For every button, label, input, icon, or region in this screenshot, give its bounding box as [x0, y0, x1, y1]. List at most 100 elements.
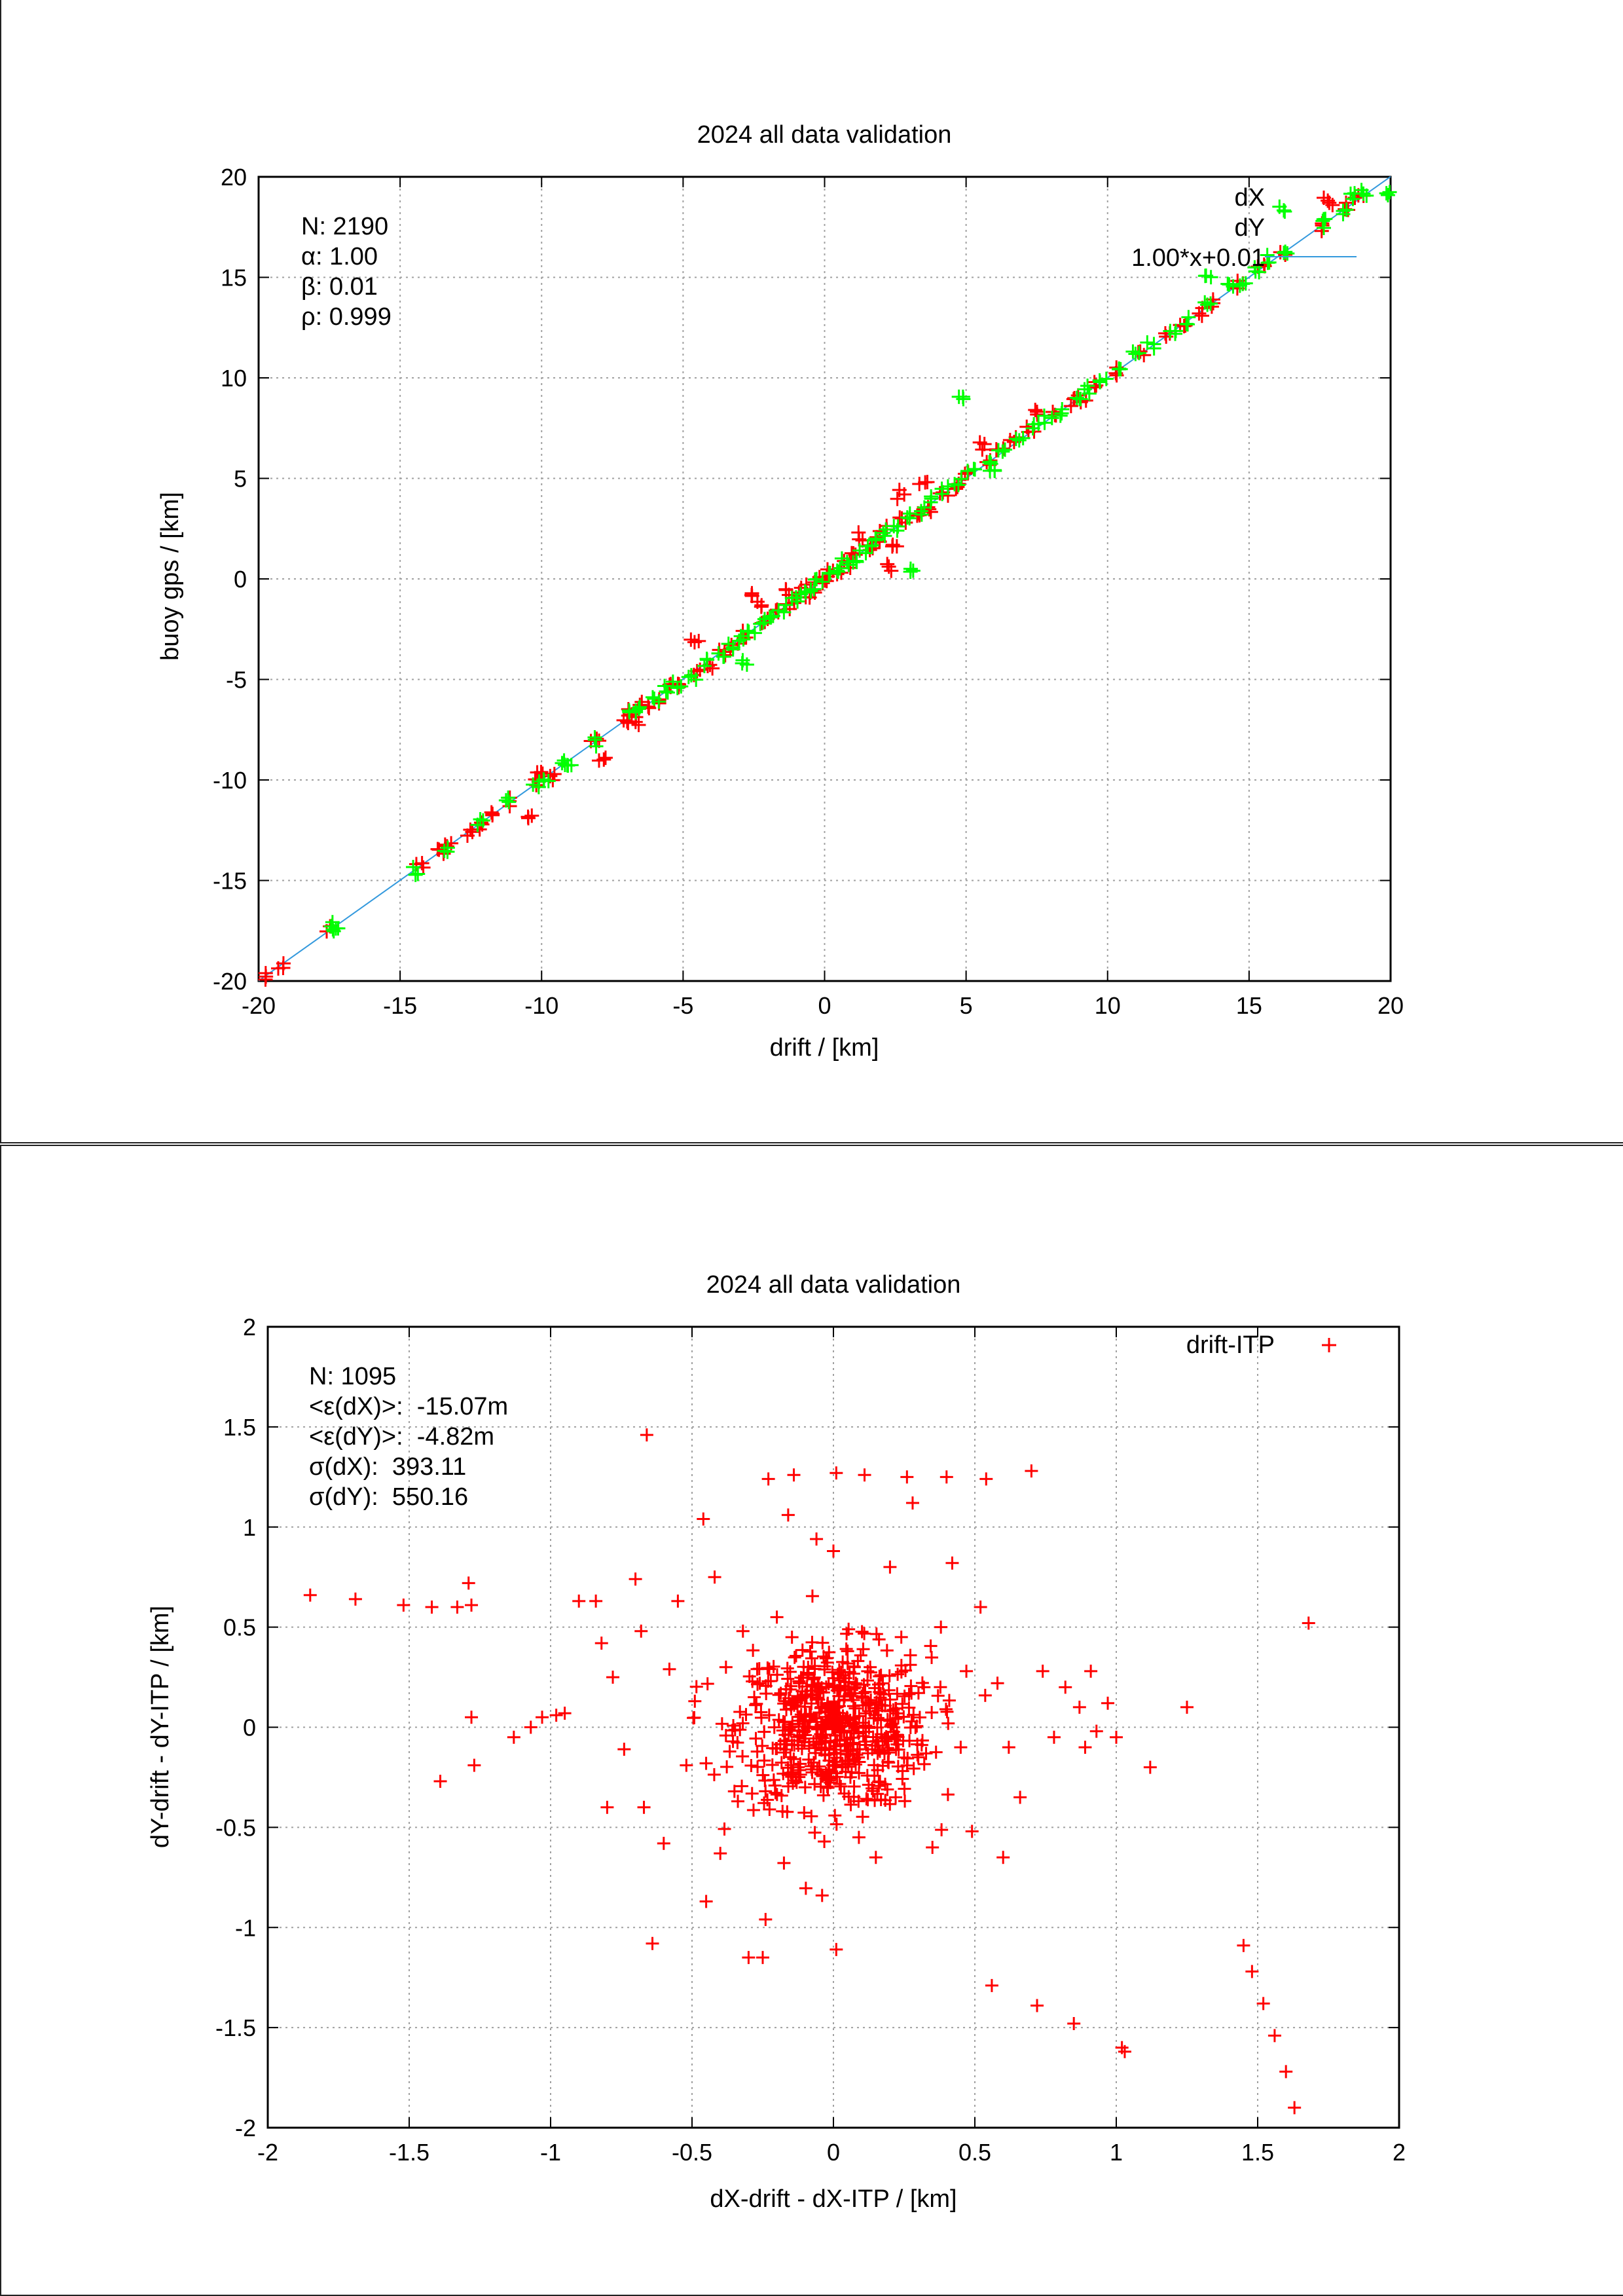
data-point — [861, 1747, 875, 1760]
data-point — [831, 1667, 845, 1681]
data-point — [883, 1693, 897, 1707]
data-point — [767, 1720, 781, 1734]
data-point — [868, 1681, 882, 1695]
data-point — [827, 1544, 840, 1558]
data-point — [804, 1688, 818, 1701]
data-point — [1059, 1680, 1072, 1694]
data-point — [974, 1601, 987, 1614]
data-point — [1078, 1741, 1092, 1754]
data-point — [824, 1735, 837, 1749]
data-point — [854, 1648, 867, 1662]
data-point — [739, 1708, 753, 1722]
stat-n: N: 1095 — [309, 1363, 396, 1390]
data-point — [1025, 1464, 1038, 1478]
data-point — [890, 1728, 904, 1742]
data-point — [689, 672, 704, 687]
x-tick-label: 5 — [960, 992, 973, 1019]
data-point — [787, 1468, 801, 1482]
scatter-panel-residuals: -2 -1.5 -1 -0.5 0 0.5 1 1.5 2 -2 -1.5 -1 -0.5 0 0.5 1 1.… — [0, 1145, 1623, 2296]
data-point — [794, 1671, 808, 1684]
data-point — [719, 1660, 733, 1674]
data-point — [646, 1936, 659, 1950]
stats-box: N: 1095 <ε(dX)>: -15.07m <ε(dY)>: -4.82m… — [309, 1363, 508, 1511]
data-point — [819, 1680, 833, 1694]
data-point — [1112, 361, 1127, 377]
data-point — [736, 1624, 750, 1638]
data-point — [847, 1716, 860, 1730]
y-tick-label: 0 — [234, 566, 247, 593]
data-point — [859, 1725, 873, 1739]
data-point — [707, 1768, 721, 1781]
data-point — [1380, 188, 1395, 203]
data-point — [276, 956, 291, 971]
data-point — [326, 924, 341, 939]
data-point — [991, 1676, 1004, 1690]
data-point — [774, 1686, 788, 1700]
data-point — [882, 1743, 896, 1757]
data-point — [756, 1768, 770, 1782]
data-point — [660, 685, 675, 700]
data-point — [898, 1794, 912, 1808]
stat-rho: ρ: 0.999 — [301, 303, 392, 331]
data-point — [1118, 2045, 1131, 2058]
data-point — [875, 1698, 888, 1712]
y-axis-label: dY-drift - dY-ITP / [km] — [147, 1606, 174, 1848]
data-point — [598, 750, 613, 766]
legend-marker — [1317, 191, 1331, 205]
data-point — [1143, 1760, 1157, 1774]
data-point — [847, 1790, 861, 1804]
data-point — [805, 1678, 818, 1692]
y-tick-label: 10 — [221, 365, 247, 392]
data-point — [960, 1664, 974, 1678]
data-point — [845, 1766, 858, 1779]
data-point — [485, 806, 500, 821]
data-point — [945, 1556, 959, 1570]
data-point — [985, 1978, 998, 1992]
data-point — [1288, 2101, 1302, 2115]
data-point — [1054, 406, 1069, 421]
data-point — [1354, 183, 1369, 198]
data-point — [674, 679, 689, 694]
data-point — [465, 1598, 479, 1612]
legend-label-drift-itp: drift-ITP — [1186, 1331, 1275, 1359]
data-point — [817, 1720, 831, 1733]
data-point — [723, 1745, 737, 1758]
data-point — [640, 1428, 653, 1442]
data-point — [852, 1830, 866, 1844]
stat-sigma-dy: σ(dY): 550.16 — [309, 1483, 468, 1511]
data-point — [814, 1730, 828, 1743]
data-point — [833, 561, 848, 576]
data-point — [934, 1680, 947, 1694]
legend-label-dx: dX — [1235, 184, 1265, 212]
data-point — [912, 477, 927, 492]
x-tick-label: -0.5 — [672, 2139, 712, 2166]
data-point — [1072, 1700, 1086, 1714]
data-point — [1069, 390, 1084, 405]
data-point — [750, 1697, 763, 1711]
data-point — [835, 1760, 848, 1774]
data-point — [915, 1738, 928, 1752]
data-point — [735, 656, 750, 671]
data-point — [670, 680, 685, 695]
data-point — [808, 1777, 822, 1791]
data-point — [751, 1760, 765, 1774]
data-point — [591, 753, 606, 768]
data-point — [968, 462, 983, 477]
data-point — [1237, 1938, 1250, 1952]
data-point — [894, 1665, 908, 1679]
data-point — [1084, 1664, 1098, 1678]
legend-samples — [1322, 1338, 1336, 1352]
data-point — [925, 1706, 939, 1720]
data-point — [983, 463, 998, 478]
y-tick-label: 1 — [243, 1514, 256, 1541]
x-tick-label: 1.5 — [1241, 2139, 1274, 2166]
data-point — [783, 1682, 797, 1696]
data-point — [805, 1652, 818, 1665]
data-point — [790, 1775, 803, 1789]
data-point — [873, 1775, 887, 1789]
data-point — [840, 1745, 854, 1758]
data-point — [651, 694, 666, 709]
data-point — [924, 489, 939, 504]
data-point — [778, 597, 793, 612]
data-point — [844, 1798, 858, 1811]
